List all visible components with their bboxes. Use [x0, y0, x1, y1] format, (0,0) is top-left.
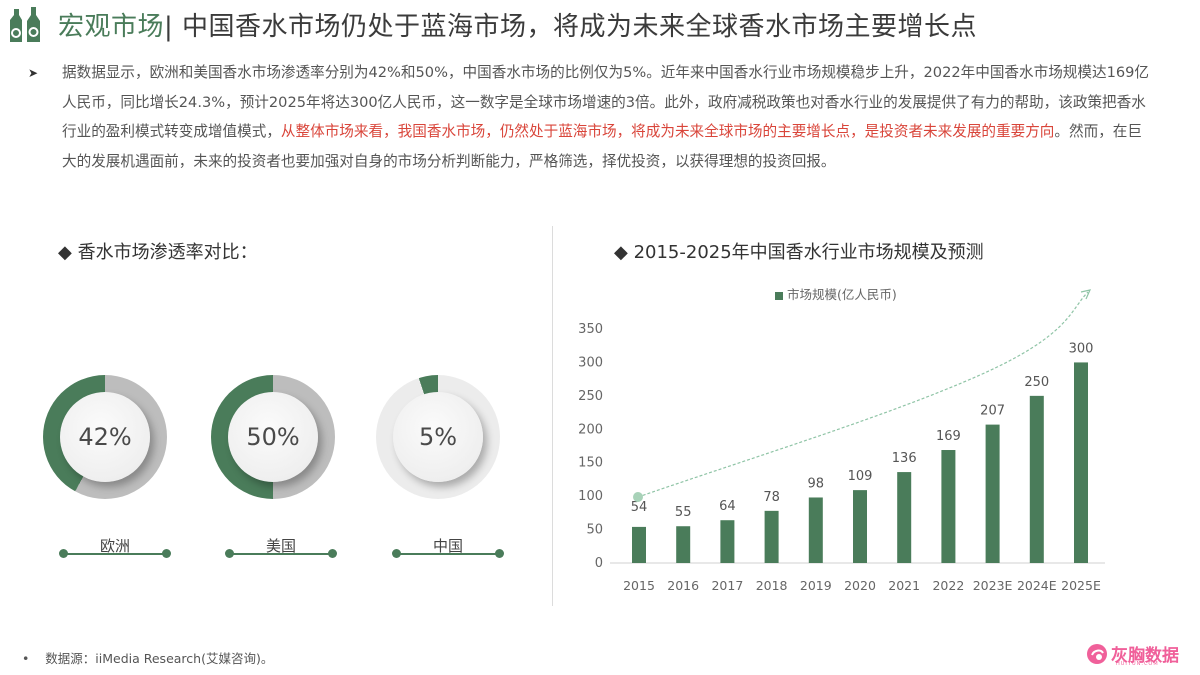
trend-arrow-head-icon — [1080, 289, 1092, 300]
bar-value-label: 64 — [719, 499, 736, 514]
x-tick-label: 2019 — [800, 578, 832, 593]
x-tick-label: 2024E — [1017, 578, 1057, 593]
y-tick-label: 50 — [586, 523, 603, 538]
donut-value: 5% — [393, 392, 483, 482]
line-dot — [59, 549, 68, 558]
bar-chart: 0 50 100 150 200 250 300 350 54 2015 55 2016 64 2017 7… — [578, 289, 1105, 593]
x-tick-label: 2017 — [711, 578, 743, 593]
market-chart-title: ◆ 2015-2025年中国香水行业市场规模及预测 — [614, 242, 984, 263]
y-tick-label: 350 — [578, 322, 603, 337]
line-dot — [392, 549, 401, 558]
bottles-icon — [10, 7, 40, 42]
line-dot — [328, 549, 337, 558]
y-tick-label: 200 — [578, 422, 603, 437]
summary-text-1: 据数据显示，欧洲和美国香水市场渗透率分别为42%和50%，中国香水市场的比例仅为… — [62, 64, 1150, 140]
bar-value-label: 78 — [763, 490, 780, 505]
bar — [941, 450, 956, 563]
bar-value-label: 300 — [1069, 341, 1094, 356]
bar — [720, 520, 735, 563]
title-separator: | — [164, 12, 174, 42]
bar — [632, 526, 646, 563]
line-dot — [495, 549, 504, 558]
bar — [897, 472, 912, 563]
brand-logo-icon — [1087, 644, 1107, 664]
trend-start-dot — [633, 492, 643, 502]
bar — [853, 490, 867, 563]
y-tick-label: 0 — [595, 556, 603, 571]
bar — [808, 497, 823, 563]
brand-name: 灰胸数据 — [1111, 646, 1179, 666]
line-dot — [162, 549, 171, 558]
region-label: 中国 — [432, 537, 463, 555]
y-tick-label: 150 — [578, 456, 603, 471]
donut-usa: 50% — [211, 375, 335, 499]
bar — [985, 424, 1000, 563]
line-dot — [225, 549, 234, 558]
y-tick-label: 100 — [578, 489, 603, 504]
bar-value-label: 55 — [675, 505, 692, 520]
footer-bullet: • — [22, 651, 30, 666]
source-text: 数据源：iiMedia Research(艾媒咨询)。 — [45, 651, 274, 666]
label-line — [396, 553, 500, 555]
bar — [1074, 362, 1088, 563]
arrow-bullet-icon: ➤ — [28, 66, 39, 80]
region-label: 美国 — [265, 537, 296, 555]
label-line — [63, 553, 167, 555]
legend-swatch — [775, 291, 783, 300]
y-tick-label: 250 — [578, 389, 603, 404]
bar-value-label: 109 — [848, 469, 873, 484]
legend-label: 市场规模(亿人民币) — [787, 287, 897, 302]
bar — [764, 510, 779, 563]
x-tick-label: 2025E — [1061, 578, 1101, 593]
region-label: 欧洲 — [99, 537, 130, 555]
label-line — [229, 553, 333, 555]
y-tick-label: 300 — [578, 355, 603, 370]
x-tick-label: 2021 — [888, 578, 920, 593]
brand-sub: HUITUN.COM — [1116, 661, 1159, 667]
page-title: 宏观市场| 中国香水市场仍处于蓝海市场，将成为未来全球香水市场主要增长点 — [58, 6, 977, 43]
donut-value: 50% — [228, 392, 318, 482]
brand-logo: 灰胸数据 HUITUN.COM — [1086, 641, 1191, 667]
title-bar: 宏观市场| 中国香水市场仍处于蓝海市场，将成为未来全球香水市场主要增长点 — [0, 0, 1200, 48]
x-tick-label: 2022 — [932, 578, 964, 593]
summary-paragraph: 据数据显示，欧洲和美国香水市场渗透率分别为42%和50%，中国香水市场的比例仅为… — [62, 58, 1152, 176]
bar — [676, 526, 691, 563]
donut-value: 42% — [60, 392, 150, 482]
penetration-title: ◆ 香水市场渗透率对比： — [58, 242, 258, 263]
bar-value-label: 136 — [892, 451, 917, 466]
bar — [1029, 395, 1044, 563]
data-source: • 数据源：iiMedia Research(艾媒咨询)。 — [22, 648, 273, 667]
section-name: 宏观市场 — [58, 12, 165, 42]
bar-value-label: 250 — [1024, 375, 1049, 390]
x-tick-label: 2023E — [973, 578, 1013, 593]
chart-legend: 市场规模(亿人民币) — [775, 284, 897, 303]
summary-highlight: 从整体市场来看，我国香水市场，仍然处于蓝海市场，将成为未来全球市场的主要增长点，… — [280, 123, 1055, 140]
x-tick-label: 2018 — [756, 578, 788, 593]
donut-europe: 42% — [43, 375, 167, 499]
trend-arrow-line — [637, 291, 1089, 498]
title-main: 中国香水市场仍处于蓝海市场，将成为未来全球香水市场主要增长点 — [182, 12, 978, 42]
x-tick-label: 2016 — [667, 578, 699, 593]
x-tick-label: 2020 — [844, 578, 876, 593]
bar-value-label: 54 — [631, 500, 648, 515]
x-tick-label: 2015 — [623, 578, 655, 593]
summary-text-2: 。然而，在巨大的发展机遇面前，未来的投资者也要加强对自身的市场分析判断能力，严格… — [62, 123, 1142, 170]
section-divider — [552, 226, 553, 606]
bar-value-label: 207 — [980, 404, 1005, 419]
bar-value-label: 98 — [808, 476, 825, 491]
donut-china: 5% — [376, 375, 500, 499]
bar-value-label: 169 — [936, 429, 961, 444]
